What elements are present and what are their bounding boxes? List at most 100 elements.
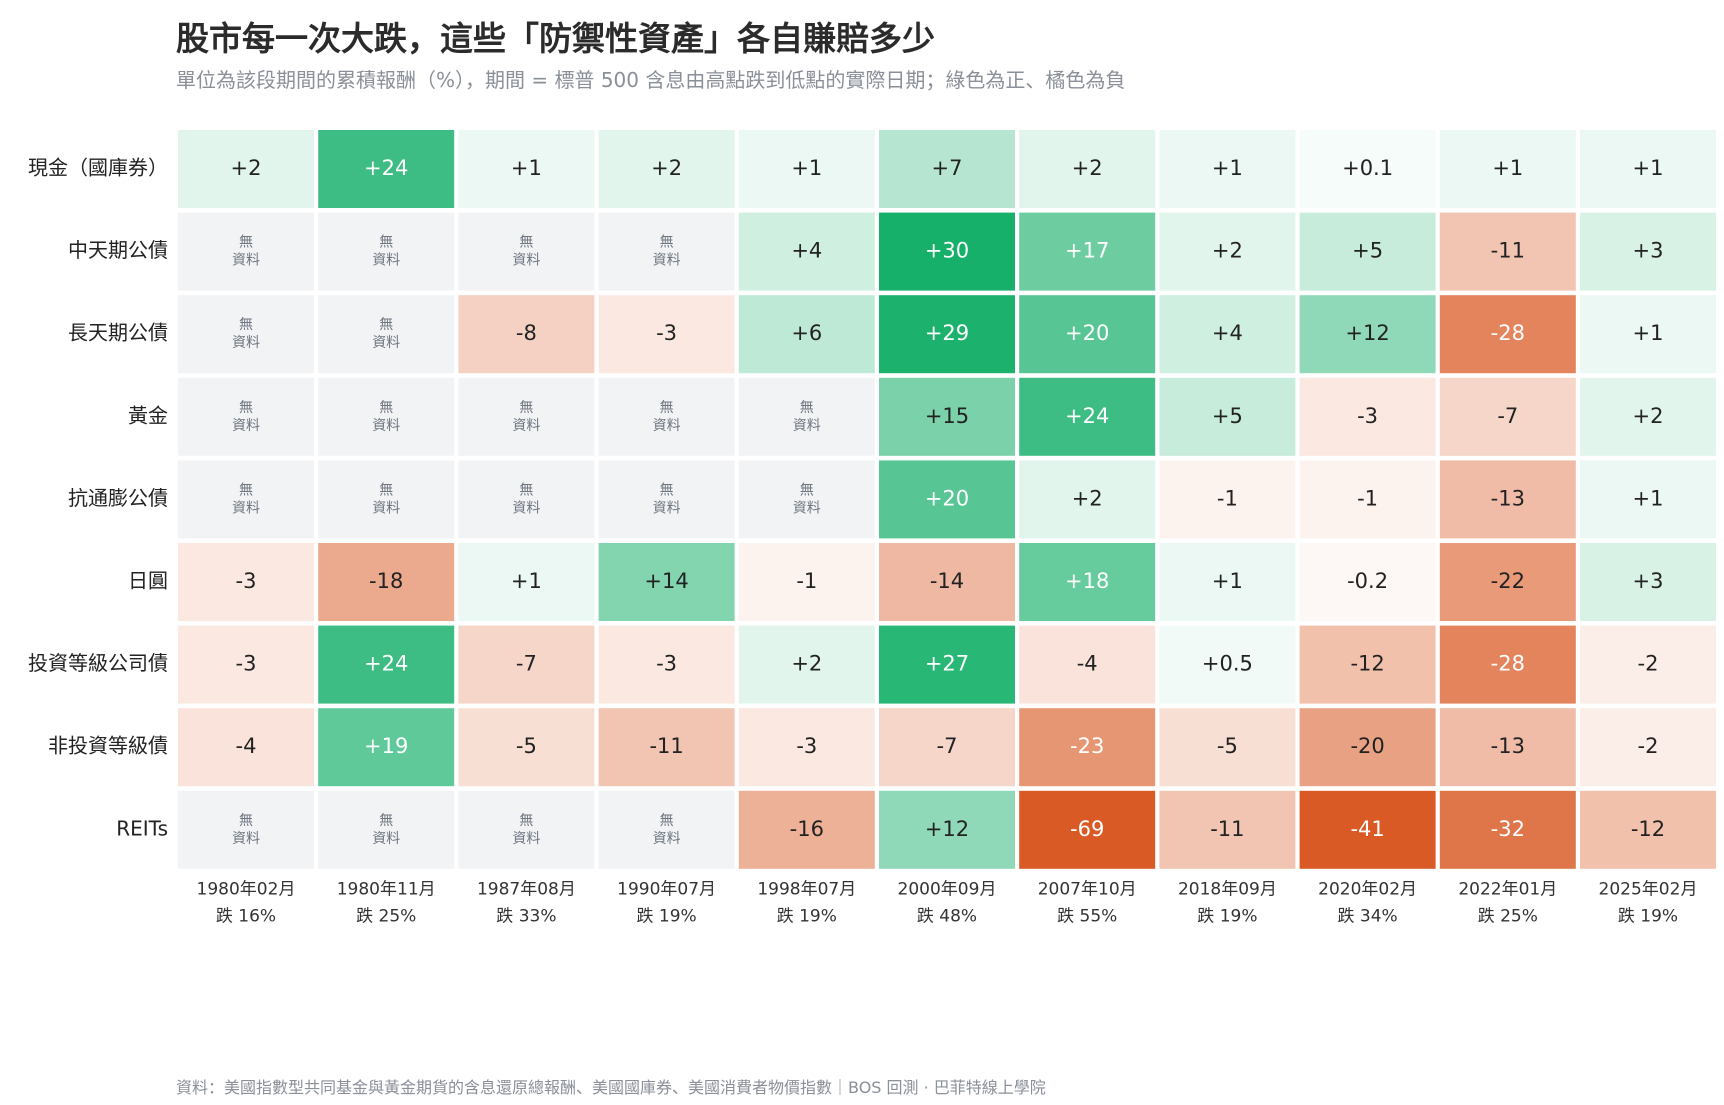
heatmap-cell <box>879 130 1015 208</box>
heatmap-cell <box>1019 543 1156 621</box>
cell-value-label: -5 <box>1217 734 1238 758</box>
column-date-label: 1980年11月 <box>337 879 436 899</box>
column-drop-label: 跌 19% <box>636 906 696 926</box>
cell-value-label: +0.5 <box>1202 652 1253 676</box>
cell-value-label: -3 <box>656 321 677 345</box>
heatmap-cell <box>178 460 314 539</box>
column-date-label: 2022年01月 <box>1458 879 1557 899</box>
column-drop-label: 跌 33% <box>496 906 556 926</box>
heatmap-cell <box>1439 377 1576 456</box>
cell-value-label: +1 <box>511 569 542 593</box>
cell-value-label: -2 <box>1638 652 1659 676</box>
column-date-label: 1987年08月 <box>477 879 576 899</box>
cell-value-label: +20 <box>1065 321 1109 345</box>
cell-value-label: +12 <box>925 817 969 841</box>
column-drop-label: 跌 25% <box>1478 906 1538 926</box>
cell-value-label: -1 <box>796 569 817 593</box>
heatmap-cell <box>598 130 735 208</box>
cell-value-label: -0.2 <box>1347 569 1388 593</box>
cell-value-label: +2 <box>1072 486 1103 510</box>
cell-value-label: -7 <box>1497 404 1518 428</box>
cell-value-label: -28 <box>1491 652 1525 676</box>
na-label: 資料 <box>232 335 260 351</box>
cell-value-label: +5 <box>1212 404 1243 428</box>
heatmap-cell <box>598 460 735 539</box>
na-label: 資料 <box>232 500 260 516</box>
heatmap-cell <box>1019 377 1156 456</box>
heatmap-cell <box>318 625 455 704</box>
heatmap-cell <box>1159 708 1296 787</box>
row-label: 中天期公債 <box>68 238 168 262</box>
heatmap-cell <box>1019 212 1156 291</box>
na-label: 無 <box>379 317 393 333</box>
cell-value-label: +5 <box>1352 239 1383 263</box>
na-label: 無 <box>519 482 533 498</box>
cell-value-label: +24 <box>1065 404 1109 428</box>
na-label: 無 <box>379 482 393 498</box>
cell-value-label: -3 <box>236 569 257 593</box>
cell-value-label: +27 <box>925 652 969 676</box>
heatmap-cell <box>1019 295 1156 374</box>
heatmap-cell <box>458 460 595 539</box>
na-label: 資料 <box>793 500 821 516</box>
heatmap-cell <box>879 708 1015 787</box>
heatmap-cell <box>1439 295 1576 374</box>
na-label: 資料 <box>372 418 400 434</box>
cell-value-label: -3 <box>796 734 817 758</box>
heatmap-cell <box>1299 295 1436 374</box>
heatmap-cell <box>1019 130 1156 208</box>
heatmap-cell <box>1580 212 1716 291</box>
cell-value-label: -1 <box>1357 486 1378 510</box>
heatmap-cell <box>1019 460 1156 539</box>
heatmap-cell <box>1580 625 1716 704</box>
heatmap-cell <box>318 543 455 621</box>
heatmap-cell <box>178 377 314 456</box>
cell-value-label: -3 <box>656 652 677 676</box>
heatmap-cell <box>1159 460 1296 539</box>
heatmap-cell <box>1019 790 1156 869</box>
column-date-label: 1980年02月 <box>197 879 296 899</box>
column-date-label: 2000年09月 <box>898 879 997 899</box>
row-label: 投資等級公司債 <box>28 651 168 675</box>
cell-value-label: +2 <box>651 156 682 180</box>
cell-value-label: -1 <box>1217 486 1238 510</box>
heatmap-cell <box>1159 543 1296 621</box>
heatmap-cell <box>458 790 595 869</box>
cell-value-label: -22 <box>1491 569 1525 593</box>
heatmap-cell <box>879 212 1015 291</box>
cell-value-label: +24 <box>364 652 408 676</box>
cell-value-label: +19 <box>364 734 408 758</box>
cell-value-label: -11 <box>1491 239 1525 263</box>
heatmap-cell <box>178 543 314 621</box>
na-label: 無 <box>239 235 253 251</box>
cell-value-label: +17 <box>1065 239 1109 263</box>
na-label: 無 <box>239 813 253 829</box>
row-label: 黃金 <box>128 403 168 427</box>
na-label: 無 <box>660 813 674 829</box>
heatmap-cell <box>738 790 875 869</box>
cell-value-label: +1 <box>1633 156 1664 180</box>
heatmap-cell <box>178 295 314 374</box>
heatmap-cell <box>1439 212 1576 291</box>
cell-value-label: -41 <box>1350 817 1384 841</box>
row-label: 抗通膨公債 <box>68 486 168 510</box>
na-label: 資料 <box>232 418 260 434</box>
heatmap-cell <box>598 790 735 869</box>
column-drop-label: 跌 55% <box>1057 906 1117 926</box>
heatmap-cell <box>738 708 875 787</box>
cell-value-label: -13 <box>1491 486 1525 510</box>
heatmap-cell <box>1439 543 1576 621</box>
heatmap-cell <box>318 708 455 787</box>
heatmap-cell <box>598 708 735 787</box>
cell-value-label: -69 <box>1070 817 1104 841</box>
na-label: 無 <box>660 235 674 251</box>
column-drop-label: 跌 25% <box>356 906 416 926</box>
cell-value-label: +2 <box>1633 404 1664 428</box>
na-label: 無 <box>800 482 814 498</box>
cell-value-label: +29 <box>925 321 969 345</box>
column-drop-label: 跌 19% <box>777 906 837 926</box>
heatmap-cell <box>598 295 735 374</box>
cell-value-label: +3 <box>1633 569 1664 593</box>
row-label: 現金（國庫券） <box>28 156 168 180</box>
